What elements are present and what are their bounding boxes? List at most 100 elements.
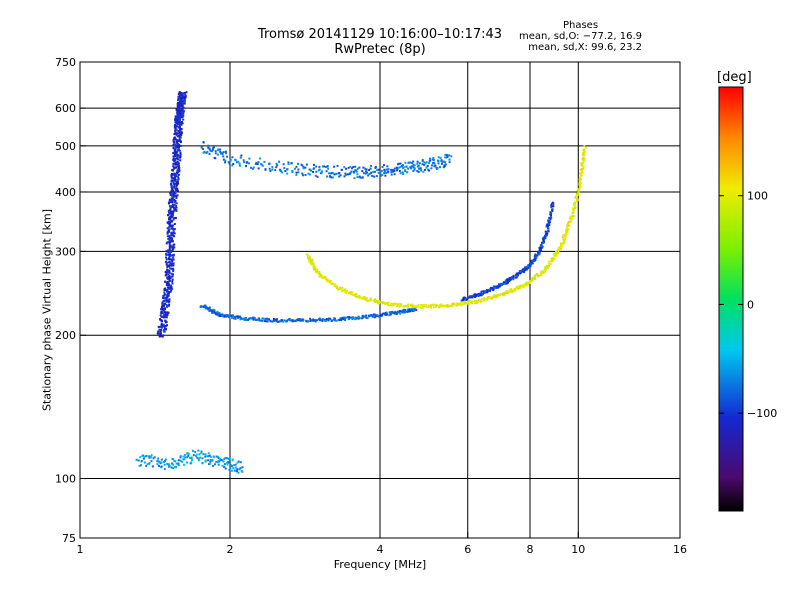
data-point xyxy=(190,456,193,459)
data-point xyxy=(549,218,552,221)
data-point xyxy=(408,161,410,164)
data-point xyxy=(425,306,428,309)
data-point xyxy=(177,143,180,145)
data-point xyxy=(417,303,420,306)
data-point xyxy=(162,334,165,337)
data-point xyxy=(287,162,290,165)
data-point xyxy=(172,467,175,470)
data-point xyxy=(551,201,554,204)
data-point xyxy=(172,264,175,267)
data-point xyxy=(531,262,534,265)
data-point xyxy=(478,293,481,296)
data-point xyxy=(182,110,185,113)
data-point xyxy=(333,317,336,320)
data-point xyxy=(226,457,228,460)
x-tick-label: 10 xyxy=(571,543,585,556)
data-point xyxy=(164,311,167,314)
data-point xyxy=(159,318,162,320)
data-point xyxy=(236,461,239,464)
data-point xyxy=(181,98,184,101)
data-point xyxy=(572,203,575,206)
data-point xyxy=(191,458,193,461)
data-point xyxy=(542,241,545,244)
data-point xyxy=(164,280,167,283)
data-point xyxy=(170,254,173,257)
data-point xyxy=(540,249,543,252)
data-point xyxy=(432,306,435,309)
data-point xyxy=(386,165,389,168)
data-point xyxy=(571,217,574,220)
data-point xyxy=(565,233,568,236)
data-point xyxy=(169,286,172,289)
data-point xyxy=(423,164,426,166)
data-point xyxy=(170,213,173,215)
data-point xyxy=(177,148,180,151)
data-point xyxy=(172,177,175,180)
data-point xyxy=(318,271,321,274)
data-point xyxy=(383,302,386,305)
data-point xyxy=(239,156,242,159)
data-point xyxy=(282,320,285,323)
data-point xyxy=(481,293,484,296)
data-point xyxy=(175,125,178,128)
data-point xyxy=(177,130,180,132)
data-point xyxy=(538,252,541,255)
data-point xyxy=(380,170,383,172)
data-point xyxy=(345,316,348,319)
data-point xyxy=(318,168,321,171)
data-point xyxy=(217,457,220,460)
data-point xyxy=(577,190,580,193)
data-point xyxy=(211,459,214,462)
data-point xyxy=(432,157,435,159)
data-point xyxy=(242,159,245,162)
data-point xyxy=(160,465,163,468)
data-point xyxy=(402,173,405,175)
data-point xyxy=(582,157,585,159)
data-point xyxy=(266,320,269,323)
data-point xyxy=(349,316,352,319)
colorbar-tick-label: −100 xyxy=(747,407,777,420)
data-point xyxy=(234,463,237,466)
data-point xyxy=(183,453,186,456)
data-point xyxy=(313,167,315,170)
data-point xyxy=(326,165,329,168)
data-point xyxy=(170,219,173,222)
data-point xyxy=(540,241,543,244)
data-point xyxy=(177,93,180,96)
data-point xyxy=(176,172,179,175)
data-point xyxy=(180,92,183,95)
data-point xyxy=(176,162,179,165)
data-point xyxy=(230,314,233,317)
data-point xyxy=(362,166,365,169)
stats-x-mode: mean, sd,X: 99.6, 23.2 xyxy=(528,42,642,53)
data-point xyxy=(140,460,143,463)
data-point xyxy=(547,229,550,232)
data-point xyxy=(503,293,506,296)
data-point xyxy=(441,162,443,165)
data-point xyxy=(367,174,370,177)
data-point xyxy=(406,171,409,174)
data-point xyxy=(231,156,234,159)
data-point xyxy=(338,172,341,175)
data-point xyxy=(364,315,367,318)
data-point xyxy=(176,165,179,168)
data-point xyxy=(221,464,224,467)
data-point xyxy=(563,239,566,242)
data-point xyxy=(247,162,250,165)
data-point xyxy=(165,272,168,275)
data-point xyxy=(460,299,463,302)
data-point xyxy=(552,205,555,208)
x-tick-label: 16 xyxy=(673,543,687,556)
data-point xyxy=(172,214,174,217)
data-point xyxy=(547,219,550,222)
data-point xyxy=(467,303,470,306)
data-point xyxy=(241,470,244,473)
data-point xyxy=(167,222,170,225)
data-point xyxy=(184,94,187,97)
data-point xyxy=(159,335,162,338)
data-point xyxy=(533,277,536,280)
data-point xyxy=(174,119,177,122)
data-point xyxy=(178,119,181,122)
data-point xyxy=(166,311,169,314)
data-point xyxy=(350,292,353,295)
